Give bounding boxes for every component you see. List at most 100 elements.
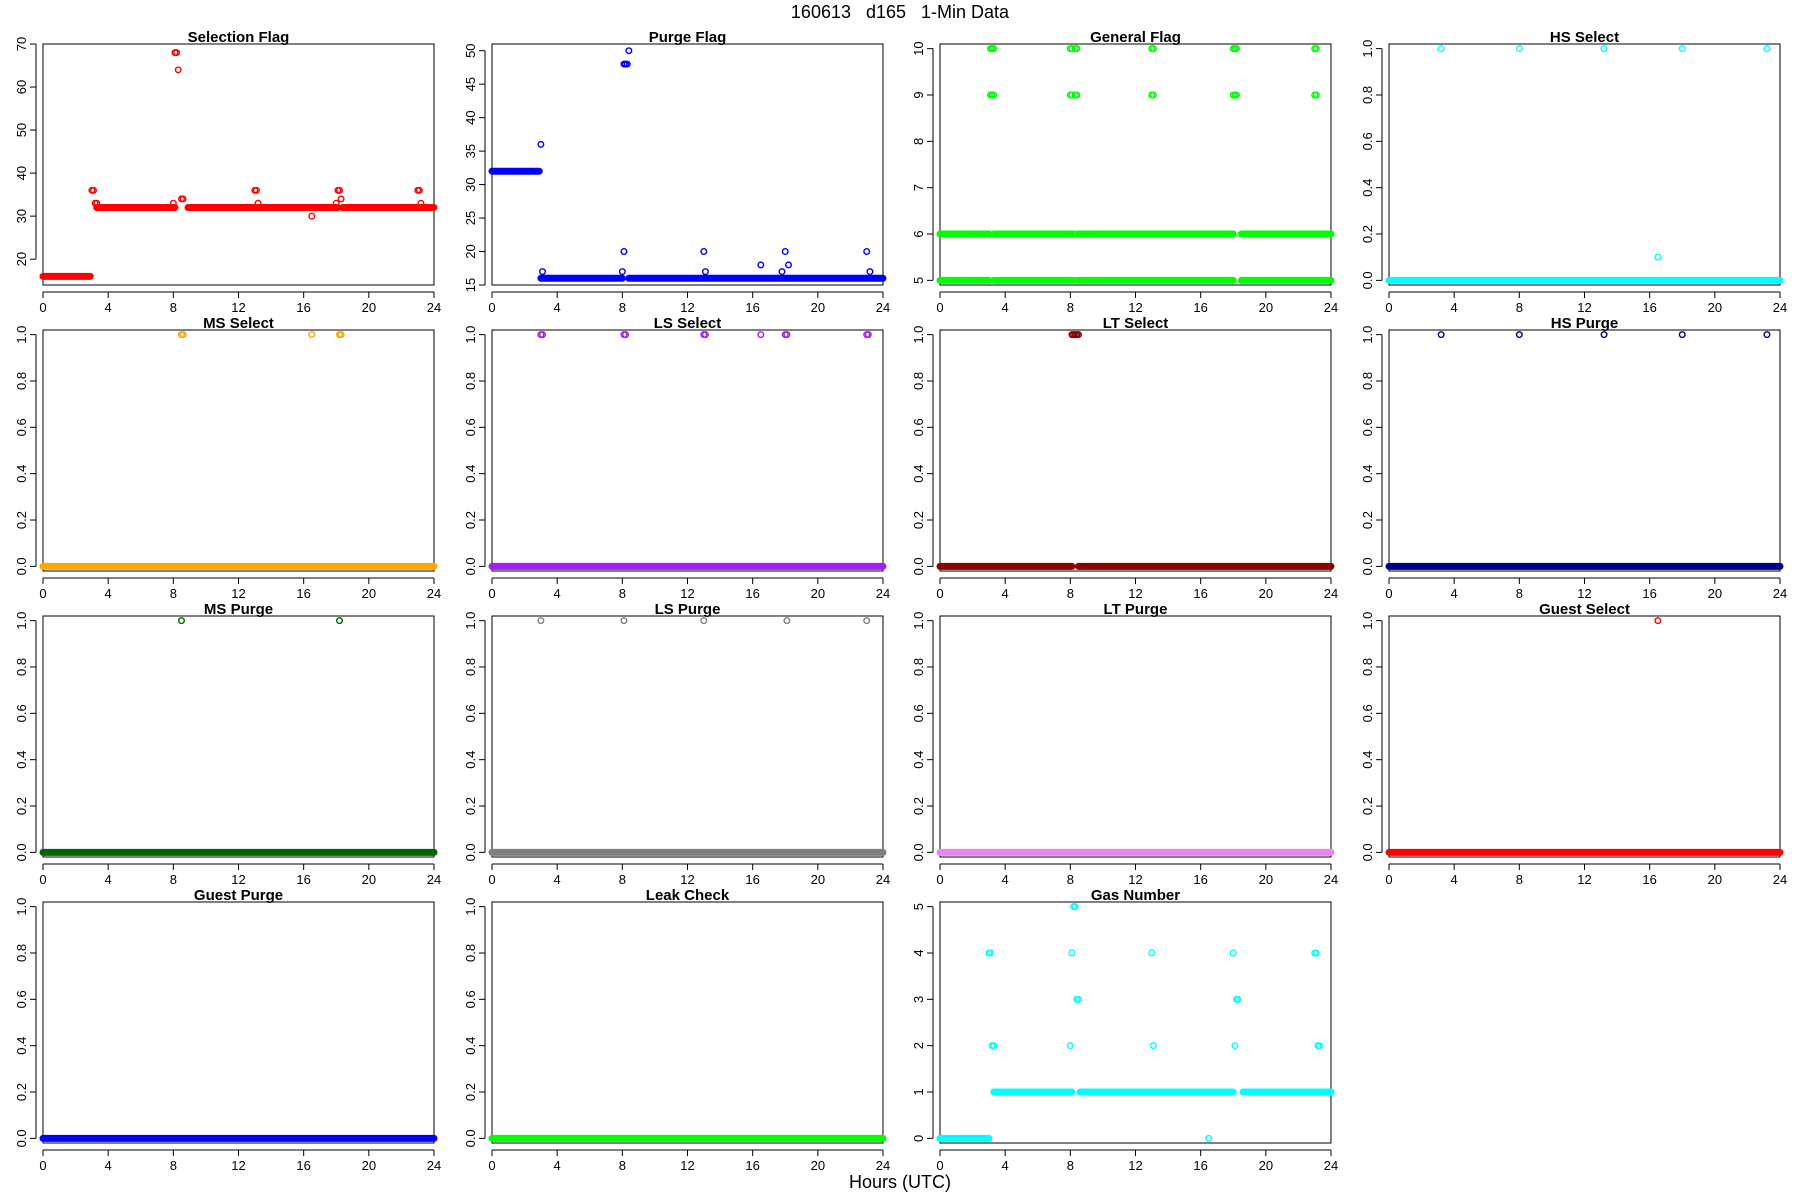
x-tick-label: 4 bbox=[1451, 872, 1458, 887]
plot-frame bbox=[939, 615, 1332, 858]
x-tick-label: 12 bbox=[680, 300, 694, 315]
panel-title: MS Purge bbox=[204, 601, 273, 618]
x-tick-label: 24 bbox=[1324, 872, 1338, 887]
x-tick-label: 0 bbox=[488, 1158, 495, 1173]
y-tick-label: 0.0 bbox=[1360, 271, 1375, 289]
x-tick-label: 0 bbox=[1385, 300, 1392, 315]
x-tick-label: 8 bbox=[170, 1158, 177, 1173]
plot-frame bbox=[491, 43, 884, 286]
y-tick-label: 1.0 bbox=[463, 898, 478, 916]
y-tick-label: 50 bbox=[463, 43, 478, 57]
data-point bbox=[1066, 1042, 1074, 1050]
y-tick-label: 50 bbox=[14, 123, 29, 137]
data-point bbox=[1231, 1042, 1239, 1050]
x-tick-label: 16 bbox=[296, 1158, 310, 1173]
data-point bbox=[623, 60, 631, 68]
data-point bbox=[620, 248, 628, 256]
x-tick-label: 16 bbox=[296, 586, 310, 601]
y-tick-label: 0.4 bbox=[911, 465, 926, 483]
x-tick-label: 12 bbox=[231, 872, 245, 887]
y-tick-label: 1.0 bbox=[463, 612, 478, 630]
data-point bbox=[415, 186, 423, 194]
panel-title: General Flag bbox=[1090, 29, 1181, 46]
x-tick-label: 8 bbox=[170, 586, 177, 601]
y-tick-label: 0.6 bbox=[911, 704, 926, 722]
y-tick-label: 0.2 bbox=[1360, 797, 1375, 815]
y-tick-label: 60 bbox=[14, 80, 29, 94]
data-point bbox=[254, 199, 262, 207]
data-point bbox=[336, 186, 344, 194]
x-tick-label: 16 bbox=[745, 1158, 759, 1173]
y-tick-label: 1.0 bbox=[911, 612, 926, 630]
x-tick-label: 24 bbox=[876, 872, 890, 887]
x-tick-label: 12 bbox=[680, 586, 694, 601]
x-tick-label: 24 bbox=[1324, 300, 1338, 315]
data-point bbox=[1515, 45, 1523, 53]
x-tick-label: 8 bbox=[1516, 586, 1523, 601]
x-tick-label: 20 bbox=[811, 1158, 825, 1173]
x-tick-label: 0 bbox=[936, 300, 943, 315]
data-point bbox=[1233, 91, 1241, 99]
y-tick-label: 0.2 bbox=[463, 1083, 478, 1101]
x-tick-label: 20 bbox=[811, 300, 825, 315]
x-tick-label: 24 bbox=[427, 300, 441, 315]
x-tick-label: 20 bbox=[1259, 1158, 1273, 1173]
x-tick-label: 20 bbox=[811, 872, 825, 887]
data-point bbox=[1312, 45, 1320, 53]
x-tick-label: 0 bbox=[488, 586, 495, 601]
x-tick-label: 12 bbox=[1128, 300, 1142, 315]
x-tick-label: 20 bbox=[362, 1158, 376, 1173]
y-tick-label: 0.2 bbox=[463, 797, 478, 815]
x-tick-label: 4 bbox=[1451, 586, 1458, 601]
y-tick-label: 0.8 bbox=[1360, 658, 1375, 676]
plot-frame bbox=[42, 901, 435, 1144]
x-tick-label: 24 bbox=[876, 300, 890, 315]
y-tick-label: 1.0 bbox=[14, 326, 29, 344]
y-tick-label: 4 bbox=[911, 949, 926, 956]
panel-leak-check: Leak Check 0 4 8 12 16 20 24 0.0 0.2 0.4 0.6 0.8 1.0 bbox=[463, 887, 890, 1173]
x-tick-label: 4 bbox=[105, 586, 112, 601]
y-tick-label: 0.0 bbox=[911, 557, 926, 575]
y-tick-label: 0.4 bbox=[463, 465, 478, 483]
y-tick-label: 0.8 bbox=[911, 658, 926, 676]
x-tick-label: 24 bbox=[1773, 586, 1787, 601]
y-tick-label: 0.8 bbox=[911, 372, 926, 390]
y-tick-label: 0.4 bbox=[1360, 179, 1375, 197]
y-tick-label: 0.8 bbox=[463, 658, 478, 676]
x-tick-label: 0 bbox=[39, 586, 46, 601]
plot-frame bbox=[42, 615, 435, 858]
data-point bbox=[783, 331, 791, 339]
plot-frame bbox=[42, 329, 435, 572]
data-point bbox=[625, 47, 633, 55]
plot-frame bbox=[491, 615, 884, 858]
y-tick-label: 0.6 bbox=[463, 418, 478, 436]
x-tick-label: 24 bbox=[876, 1158, 890, 1173]
y-tick-label: 0.4 bbox=[463, 751, 478, 769]
x-tick-label: 16 bbox=[1193, 300, 1207, 315]
panel-title: Selection Flag bbox=[188, 29, 290, 46]
data-point bbox=[179, 331, 187, 339]
data-point bbox=[1068, 45, 1076, 53]
panel-general-flag: General Flag 0 4 8 12 16 20 24 5 6 7 8 9 10 bbox=[911, 29, 1338, 315]
y-tick-label: 0.2 bbox=[14, 1083, 29, 1101]
x-tick-label: 8 bbox=[619, 300, 626, 315]
x-tick-label: 0 bbox=[488, 300, 495, 315]
data-point bbox=[1073, 45, 1081, 53]
x-tick-label: 24 bbox=[1324, 586, 1338, 601]
data-point bbox=[781, 248, 789, 256]
y-tick-label: 10 bbox=[911, 41, 926, 55]
y-tick-label: 1.0 bbox=[14, 898, 29, 916]
data-point bbox=[864, 331, 872, 339]
data-point bbox=[417, 199, 425, 207]
y-tick-label: 0.4 bbox=[14, 1037, 29, 1055]
y-tick-label: 0 bbox=[911, 1135, 926, 1142]
y-tick-label: 30 bbox=[463, 177, 478, 191]
panel-title: MS Select bbox=[203, 315, 274, 332]
x-tick-label: 24 bbox=[427, 586, 441, 601]
data-point bbox=[1149, 1042, 1157, 1050]
data-point bbox=[337, 195, 345, 203]
x-tick-label: 24 bbox=[427, 872, 441, 887]
x-tick-label: 0 bbox=[1385, 586, 1392, 601]
data-point bbox=[990, 91, 998, 99]
